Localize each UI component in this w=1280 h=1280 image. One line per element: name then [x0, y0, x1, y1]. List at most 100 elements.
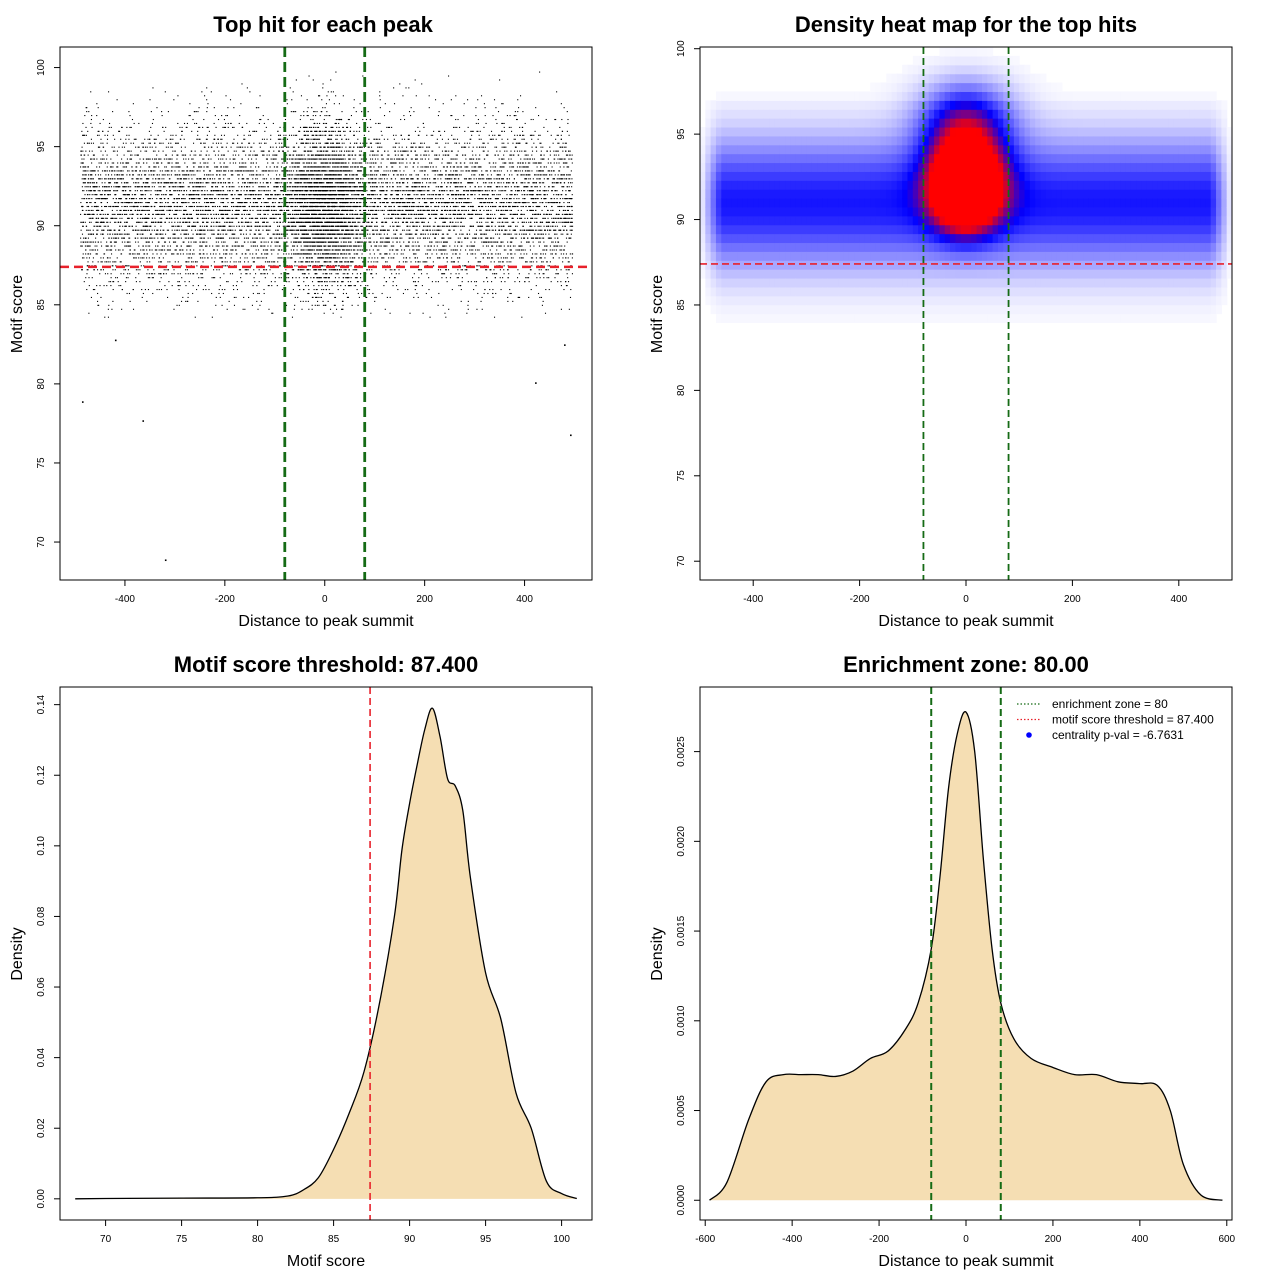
scatter-point [344, 194, 346, 196]
scatter-point [329, 182, 331, 184]
scatter-point [499, 225, 501, 227]
scatter-point [256, 205, 258, 208]
scatter-point [148, 130, 150, 132]
scatter-point [436, 138, 438, 140]
scatter-point [124, 201, 126, 204]
scatter-point [180, 201, 183, 204]
scatter-point [204, 95, 206, 97]
scatter-point [398, 205, 400, 208]
scatter-point [316, 158, 318, 160]
scatter-point [183, 190, 185, 192]
scatter-point [216, 174, 218, 176]
scatter-point [554, 118, 556, 121]
scatter-point [259, 213, 262, 215]
scatter-point [539, 71, 541, 73]
scatter-point [375, 261, 377, 263]
scatter-point [138, 122, 140, 125]
scatter-point [281, 162, 283, 164]
scatter-point [405, 158, 407, 160]
scatter-point [312, 79, 314, 81]
scatter-point [86, 257, 88, 259]
scatter-point [414, 217, 416, 219]
scatter-point [232, 126, 234, 128]
scatter-point [418, 221, 420, 223]
scatter-point [337, 166, 339, 168]
scatter-point [406, 178, 408, 180]
scatter-point [539, 213, 541, 215]
scatter-point [243, 261, 246, 263]
scatter-point [104, 205, 106, 208]
scatter-point [464, 265, 466, 267]
scatter-point [278, 150, 281, 152]
scatter-point [434, 158, 436, 160]
scatter-point [454, 138, 456, 140]
scatter-point [362, 142, 364, 144]
scatter-point [261, 245, 263, 247]
scatter-point [286, 158, 288, 160]
scatter-point [514, 134, 516, 136]
scatter-point [382, 225, 384, 227]
scatter-point [475, 285, 477, 287]
scatter-point [353, 99, 355, 101]
scatter-point [152, 213, 154, 215]
scatter-point [436, 194, 438, 196]
scatter-point [393, 162, 395, 164]
scatter-point [304, 182, 306, 184]
scatter-point [535, 209, 537, 212]
scatter-point [171, 273, 173, 275]
scatter-point [479, 166, 481, 168]
scatter-point [453, 170, 455, 172]
scatter-point [391, 237, 393, 239]
scatter-point [211, 257, 213, 259]
scatter-point [536, 198, 538, 200]
scatter-point [379, 229, 382, 231]
scatter-point [451, 257, 453, 259]
scatter-point [161, 237, 163, 239]
scatter-point [121, 205, 123, 208]
scatter-point [538, 225, 540, 227]
scatter-point [460, 269, 462, 271]
scatter-point [293, 134, 295, 136]
scatter-point [441, 249, 443, 251]
scatter-point [462, 146, 464, 148]
scatter-point [197, 221, 199, 223]
scatter-point [275, 178, 278, 180]
scatter-point [81, 158, 83, 160]
scatter-point [183, 233, 185, 235]
scatter-point [386, 190, 388, 192]
scatter-point [155, 201, 157, 204]
scatter-point [423, 178, 425, 180]
scatter-point [185, 229, 187, 231]
scatter-point [293, 111, 295, 113]
scatter-point [98, 304, 100, 306]
scatter-point [381, 201, 383, 204]
scatter-point [320, 166, 322, 168]
scatter-point [556, 269, 558, 271]
scatter-point [514, 138, 516, 140]
scatter-point [350, 146, 352, 148]
scatter-point [130, 253, 132, 255]
scatter-point [527, 170, 529, 172]
scatter-point [224, 265, 227, 267]
scatter-point [431, 170, 433, 172]
scatter-point [539, 194, 541, 196]
scatter-point [212, 277, 215, 279]
scatter-point [503, 190, 505, 192]
scatter-point [457, 118, 459, 121]
scatter-point [284, 194, 287, 196]
scatter-point [554, 253, 557, 255]
scatter-point [195, 186, 198, 188]
scatter-point [480, 300, 482, 302]
scatter-point [329, 273, 331, 275]
scatter-point [438, 201, 441, 204]
scatter-point [92, 170, 94, 172]
scatter-point [571, 162, 573, 164]
scatter-point [473, 166, 475, 168]
scatter-point [185, 300, 187, 302]
scatter-point [430, 201, 432, 204]
scatter-point [88, 190, 90, 192]
scatter-point [185, 269, 187, 271]
scatter-point [539, 229, 541, 231]
scatter-point [84, 170, 86, 172]
scatter-point [433, 233, 435, 235]
